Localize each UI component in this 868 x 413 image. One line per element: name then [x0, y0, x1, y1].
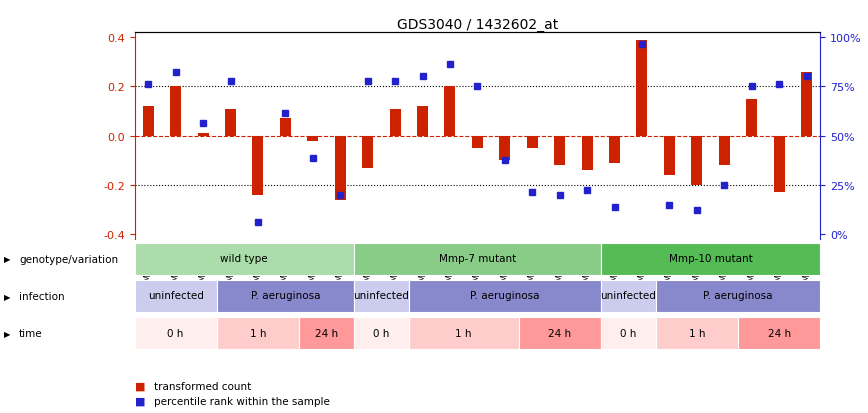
Bar [354, 318, 409, 349]
Bar [601, 318, 655, 349]
Bar [609, 136, 620, 163]
Bar [217, 318, 299, 349]
Text: 1 h: 1 h [688, 328, 705, 338]
Bar [217, 280, 354, 312]
Bar [773, 136, 785, 193]
Bar [354, 243, 601, 275]
Bar [527, 136, 538, 149]
Text: 1 h: 1 h [250, 328, 266, 338]
Bar [655, 318, 738, 349]
Text: 24 h: 24 h [315, 328, 339, 338]
Bar [307, 136, 319, 141]
Text: 24 h: 24 h [767, 328, 791, 338]
Bar [299, 318, 354, 349]
Text: P. aeruginosa: P. aeruginosa [251, 291, 320, 301]
Text: time: time [19, 328, 43, 339]
Bar [801, 72, 812, 136]
Text: ▶: ▶ [4, 292, 10, 301]
Bar [636, 40, 648, 136]
Text: ■: ■ [135, 381, 145, 391]
Text: 0 h: 0 h [168, 328, 184, 338]
Text: ■: ■ [135, 396, 145, 406]
Text: 0 h: 0 h [373, 328, 390, 338]
Text: ▶: ▶ [4, 329, 10, 338]
Bar [198, 134, 208, 136]
Bar [362, 136, 373, 168]
Title: GDS3040 / 1432602_at: GDS3040 / 1432602_at [397, 18, 558, 32]
Text: 1 h: 1 h [456, 328, 472, 338]
Text: infection: infection [19, 291, 65, 301]
Bar [409, 280, 601, 312]
Bar [444, 87, 456, 136]
Bar [390, 109, 401, 136]
Text: P. aeruginosa: P. aeruginosa [703, 291, 773, 301]
Text: Mmp-10 mutant: Mmp-10 mutant [668, 254, 753, 263]
Text: uninfected: uninfected [601, 291, 656, 301]
Bar [354, 280, 409, 312]
Text: transformed count: transformed count [154, 381, 251, 391]
Bar [253, 136, 264, 195]
Bar [472, 136, 483, 149]
Bar [409, 318, 518, 349]
Bar [746, 100, 757, 136]
Bar [225, 109, 236, 136]
Text: ▶: ▶ [4, 255, 10, 263]
Text: 24 h: 24 h [548, 328, 571, 338]
Bar [170, 87, 181, 136]
Bar [664, 136, 675, 176]
Bar [417, 107, 428, 136]
Bar [518, 318, 601, 349]
Text: percentile rank within the sample: percentile rank within the sample [154, 396, 330, 406]
Text: genotype/variation: genotype/variation [19, 254, 118, 264]
Bar [135, 243, 354, 275]
Text: uninfected: uninfected [353, 291, 410, 301]
Text: uninfected: uninfected [148, 291, 204, 301]
Bar [719, 136, 730, 166]
Text: P. aeruginosa: P. aeruginosa [470, 291, 540, 301]
Bar [135, 318, 217, 349]
Bar [655, 280, 820, 312]
Bar [691, 136, 702, 185]
Bar [738, 318, 820, 349]
Bar [142, 107, 154, 136]
Bar [499, 136, 510, 161]
Bar [335, 136, 345, 200]
Text: wild type: wild type [220, 254, 268, 263]
Text: 0 h: 0 h [620, 328, 636, 338]
Text: Mmp-7 mutant: Mmp-7 mutant [439, 254, 516, 263]
Bar [279, 119, 291, 136]
Bar [601, 243, 820, 275]
Bar [554, 136, 565, 166]
Bar [582, 136, 593, 171]
Bar [601, 280, 655, 312]
Bar [135, 280, 217, 312]
